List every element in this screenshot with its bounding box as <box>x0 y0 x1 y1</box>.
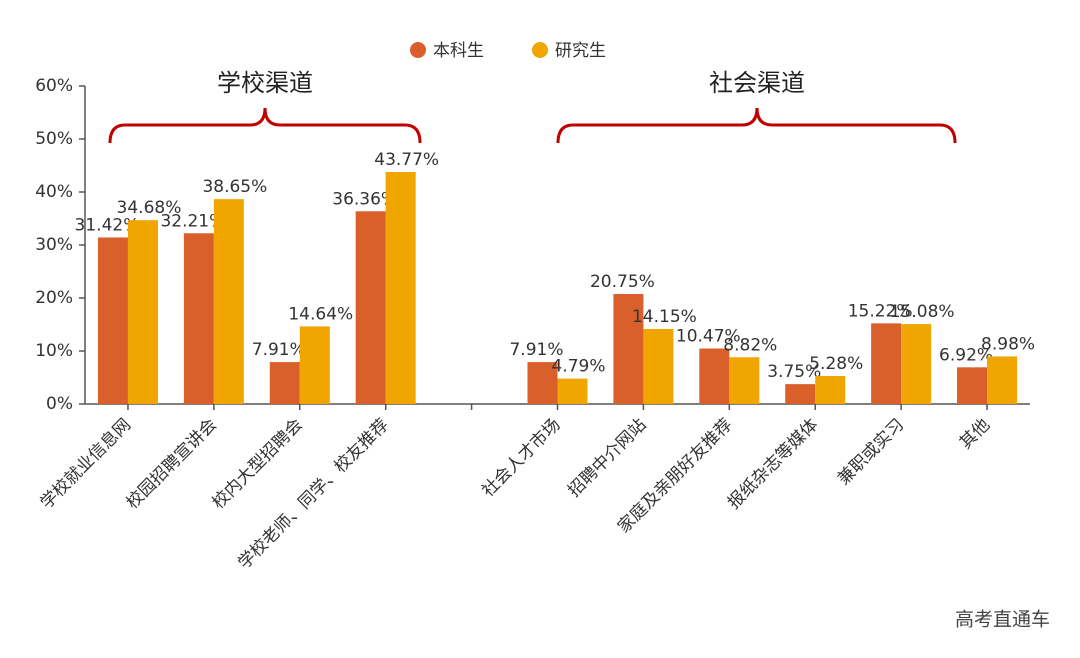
bar <box>957 367 988 404</box>
value-label: 15.08% <box>890 302 955 322</box>
bar <box>785 384 816 404</box>
legend-marker <box>410 42 426 58</box>
bar <box>729 357 760 404</box>
x-tick-label: 校内大型招聘会 <box>209 415 307 513</box>
group-brace <box>556 107 957 144</box>
x-tick-label: 兼职或实习 <box>834 415 908 489</box>
bar <box>355 211 386 404</box>
value-label: 34.68% <box>117 198 182 218</box>
value-label: 3.75% <box>767 362 821 382</box>
bar <box>213 199 244 404</box>
value-label: 43.77% <box>374 150 439 170</box>
value-label: 6.92% <box>939 345 993 365</box>
bar <box>299 326 330 404</box>
x-tick-label: 其他 <box>956 415 994 453</box>
group-brace <box>108 107 422 144</box>
watermark: 高考直通车 <box>955 609 1050 631</box>
value-label: 38.65% <box>202 177 267 197</box>
value-label: 14.15% <box>632 307 697 327</box>
x-tick-label: 学校老师、同学、校友推荐 <box>234 415 392 573</box>
bar <box>183 233 214 404</box>
y-tick-label: 30% <box>35 235 73 255</box>
value-label: 8.98% <box>981 334 1035 354</box>
value-label: 10.47% <box>676 327 741 347</box>
x-tick-label: 社会人才市场 <box>478 415 564 501</box>
bar <box>269 362 300 404</box>
x-tick-label: 报纸杂志等媒体 <box>724 415 822 513</box>
y-tick-label: 20% <box>35 288 73 308</box>
value-label: 4.79% <box>551 357 605 377</box>
value-label: 14.64% <box>288 304 353 324</box>
y-tick-label: 40% <box>35 182 73 202</box>
value-label: 31.42% <box>75 215 140 235</box>
x-tick-label: 学校就业信息网 <box>37 415 135 513</box>
value-label: 8.82% <box>723 335 777 355</box>
value-label: 20.75% <box>590 272 655 292</box>
bar <box>871 323 902 404</box>
bar <box>613 294 644 404</box>
value-label: 32.21% <box>160 211 225 231</box>
bar <box>699 348 730 404</box>
value-label: 15.22% <box>848 301 913 321</box>
bar <box>901 324 932 404</box>
bar <box>385 172 416 404</box>
value-label: 7.91% <box>509 340 563 360</box>
value-label: 5.28% <box>809 354 863 374</box>
y-tick-label: 50% <box>35 129 73 149</box>
bar <box>97 237 128 404</box>
bar <box>815 376 846 404</box>
bar <box>987 356 1018 404</box>
y-tick-label: 0% <box>46 394 73 414</box>
legend-label: 研究生 <box>555 41 606 61</box>
value-label: 7.91% <box>252 340 306 360</box>
group-label: 社会渠道 <box>709 69 805 97</box>
group-label: 学校渠道 <box>217 69 313 97</box>
bar <box>527 362 558 404</box>
y-tick-label: 10% <box>35 341 73 361</box>
x-tick-label: 校园招聘宣讲会 <box>123 415 221 513</box>
legend-marker <box>532 42 548 58</box>
value-label: 36.36% <box>332 189 397 209</box>
y-tick-label: 60% <box>35 76 73 96</box>
bar <box>643 329 674 404</box>
legend-label: 本科生 <box>433 41 484 61</box>
bar <box>127 220 158 404</box>
bar <box>557 378 588 404</box>
x-tick-label: 招聘中介网站 <box>564 415 650 501</box>
